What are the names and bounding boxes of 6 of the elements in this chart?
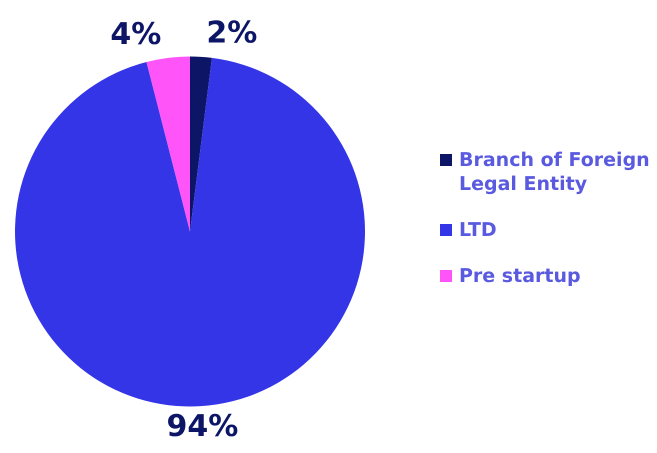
data-label: 2% bbox=[206, 16, 258, 51]
legend-label: LTD bbox=[459, 218, 497, 242]
data-label: 4% bbox=[110, 16, 162, 52]
legend-label: Pre startup bbox=[459, 264, 581, 288]
data-label: 94% bbox=[166, 408, 238, 444]
legend-label: Branch of Foreign Legal Entity bbox=[459, 148, 650, 196]
